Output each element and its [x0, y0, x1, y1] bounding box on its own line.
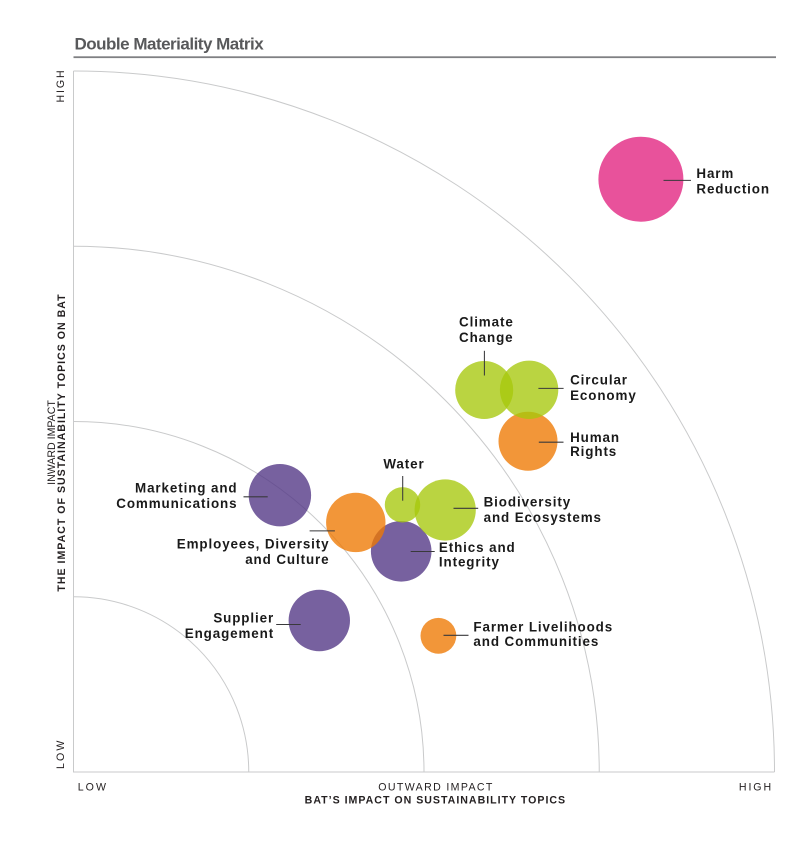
svg-text:THE IMPACT OF SUSTAINABILITY T: THE IMPACT OF SUSTAINABILITY TOPICS ON B…: [56, 293, 68, 591]
svg-text:LOW: LOW: [55, 739, 67, 769]
svg-text:Supplier: Supplier: [213, 611, 274, 626]
svg-text:Farmer Livelihoods: Farmer Livelihoods: [473, 619, 613, 634]
svg-text:Harm: Harm: [696, 166, 734, 181]
svg-text:Climate: Climate: [459, 315, 514, 330]
svg-text:LOW: LOW: [78, 781, 108, 793]
svg-text:Integrity: Integrity: [439, 555, 500, 570]
svg-text:and Culture: and Culture: [245, 552, 329, 567]
svg-text:and Communities: and Communities: [473, 634, 599, 649]
svg-text:and Ecosystems: and Ecosystems: [484, 510, 602, 525]
svg-text:INWARD IMPACT: INWARD IMPACT: [46, 400, 58, 485]
svg-text:Rights: Rights: [570, 444, 617, 459]
svg-text:Employees, Diversity: Employees, Diversity: [177, 537, 330, 552]
svg-text:Engagement: Engagement: [185, 626, 274, 641]
svg-text:HIGH: HIGH: [739, 781, 773, 793]
svg-text:Marketing and: Marketing and: [135, 481, 237, 496]
svg-text:Water: Water: [383, 457, 424, 472]
svg-text:OUTWARD IMPACT: OUTWARD IMPACT: [378, 781, 493, 793]
svg-text:Change: Change: [459, 330, 514, 345]
svg-text:Reduction: Reduction: [696, 181, 770, 196]
svg-text:Economy: Economy: [570, 388, 637, 403]
svg-text:Circular: Circular: [570, 372, 628, 387]
svg-text:Communications: Communications: [116, 496, 237, 511]
svg-text:HIGH: HIGH: [55, 68, 67, 102]
svg-text:BAT’S IMPACT ON SUSTAINABILITY: BAT’S IMPACT ON SUSTAINABILITY TOPICS: [305, 794, 566, 806]
svg-text:Ethics and: Ethics and: [439, 540, 516, 555]
svg-text:Double Materiality Matrix: Double Materiality Matrix: [75, 35, 265, 54]
svg-text:Biodiversity: Biodiversity: [484, 495, 571, 510]
svg-text:Human: Human: [570, 430, 620, 445]
